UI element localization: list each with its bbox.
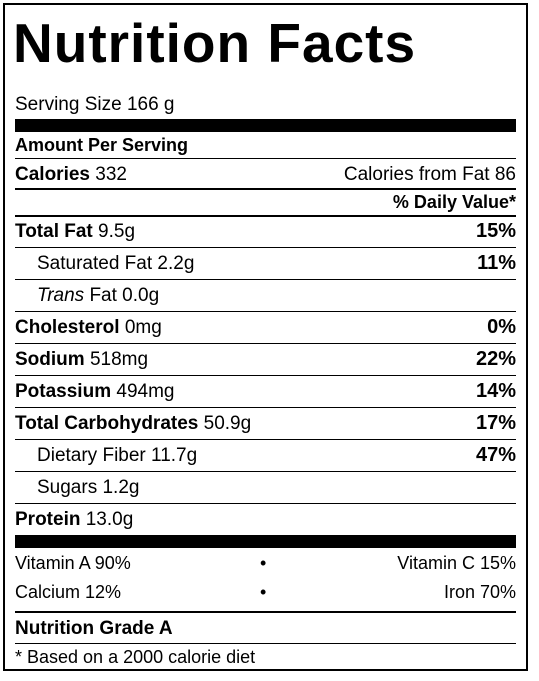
- nutrient-dv: 14%: [475, 380, 516, 402]
- nutrient-dv: 17%: [475, 412, 516, 434]
- daily-value-header: % Daily Value*: [15, 189, 516, 215]
- nutrient-dv: 15%: [475, 220, 516, 242]
- nutrient-label: Saturated Fat: [37, 253, 158, 274]
- divider: [15, 643, 516, 644]
- thick-divider-bottom: [15, 535, 516, 548]
- nutrient-row-total-fat: Total Fat 9.5g 15%: [15, 216, 516, 247]
- nutrient-label: Cholesterol: [15, 317, 125, 338]
- calories-from-fat: Calories from Fat 86: [343, 164, 516, 185]
- nutrient-amount: 518mg: [89, 349, 149, 370]
- divider: [15, 247, 516, 248]
- nutrient-amount: 9.5g: [98, 221, 136, 242]
- divider: [15, 375, 516, 376]
- nutrient-label: Total Fat: [15, 221, 99, 242]
- nutrient-amount: 1.2g: [102, 477, 140, 498]
- vitamin-row-1: Vitamin A 90% • Vitamin C 15%: [15, 548, 516, 578]
- nutrient-row-sodium: Sodium 518mg 22%: [15, 344, 516, 375]
- vitamin-row-2: Calcium 12% • Iron 70%: [15, 577, 516, 607]
- serving-size-text: Serving Size 166 g: [15, 94, 175, 115]
- daily-value-header-text: % Daily Value*: [392, 192, 516, 212]
- nutrient-dv: 0%: [487, 316, 516, 338]
- divider: [15, 158, 516, 159]
- divider: [15, 215, 516, 217]
- divider: [15, 503, 516, 504]
- label-title: Nutrition Facts: [13, 12, 417, 74]
- calories-label: Calories: [15, 164, 96, 185]
- nutrient-row-trans-fat: Trans Fat 0.0g: [15, 280, 516, 311]
- nutrient-label-prefix: Trans: [37, 285, 90, 306]
- bullet-separator: •: [260, 582, 267, 602]
- divider: [15, 439, 516, 440]
- vitamin-a: Vitamin A 90%: [15, 553, 131, 573]
- nutrient-label: Dietary Fiber: [37, 445, 152, 466]
- divider: [15, 611, 516, 613]
- nutrient-row-protein: Protein 13.0g: [15, 504, 516, 535]
- calories-row: Calories 332 Calories from Fat 86: [15, 159, 516, 190]
- nutrition-grade-text: Nutrition Grade A: [15, 618, 173, 639]
- calories-value: 332: [95, 164, 127, 185]
- amount-per-serving-text: Amount Per Serving: [15, 135, 189, 155]
- serving-size: Serving Size 166 g: [15, 89, 516, 120]
- nutrient-label: Sodium: [15, 349, 90, 370]
- nutrient-dv: 11%: [477, 252, 516, 274]
- nutrient-row-total-carbohydrates: Total Carbohydrates 50.9g 17%: [15, 408, 516, 439]
- nutrient-amount: 50.9g: [203, 413, 252, 434]
- thick-divider-top: [15, 119, 516, 132]
- nutrient-row-sugars: Sugars 1.2g: [15, 472, 516, 503]
- nutrient-row-dietary-fiber: Dietary Fiber 11.7g 47%: [15, 440, 516, 471]
- nutrient-dv: 22%: [475, 348, 516, 370]
- nutrient-row-cholesterol: Cholesterol 0mg 0%: [15, 312, 516, 343]
- divider: [15, 407, 516, 408]
- nutrient-row-potassium: Potassium 494mg 14%: [15, 376, 516, 407]
- nutrient-label: Sugars: [37, 477, 103, 498]
- nutrient-amount: 0.0g: [122, 285, 160, 306]
- nutrient-amount: 13.0g: [85, 509, 134, 530]
- nutrient-label: Potassium: [15, 381, 117, 402]
- nutrient-amount: 494mg: [116, 381, 175, 402]
- nutrient-amount: 2.2g: [157, 253, 195, 274]
- footnote-text: * Based on a 2000 calorie diet: [15, 647, 256, 667]
- nutrient-row-saturated-fat: Saturated Fat 2.2g 11%: [15, 248, 516, 279]
- nutrient-amount: 0mg: [124, 317, 162, 338]
- vitamin-c: Vitamin C 15%: [397, 553, 516, 573]
- amount-per-serving: Amount Per Serving: [15, 132, 516, 158]
- nutrient-label: Fat: [89, 285, 123, 306]
- divider: [15, 471, 516, 472]
- divider: [15, 311, 516, 312]
- nutrient-amount: 11.7g: [151, 445, 198, 466]
- nutrient-label: Protein: [15, 509, 86, 530]
- footnote: * Based on a 2000 calorie diet: [15, 644, 516, 670]
- divider: [15, 279, 516, 280]
- calcium: Calcium 12%: [15, 582, 122, 602]
- nutrition-label-inner: Nutrition Facts Serving Size 166 g Amoun…: [13, 5, 516, 670]
- bullet-separator: •: [260, 553, 267, 573]
- nutrient-dv: 47%: [475, 444, 516, 466]
- divider: [15, 343, 516, 344]
- divider: [15, 188, 516, 190]
- iron: Iron 70%: [443, 582, 516, 602]
- nutrition-label: Nutrition Facts Serving Size 166 g Amoun…: [3, 3, 528, 671]
- nutrition-grade: Nutrition Grade A: [15, 614, 516, 644]
- nutrient-label: Total Carbohydrates: [15, 413, 204, 434]
